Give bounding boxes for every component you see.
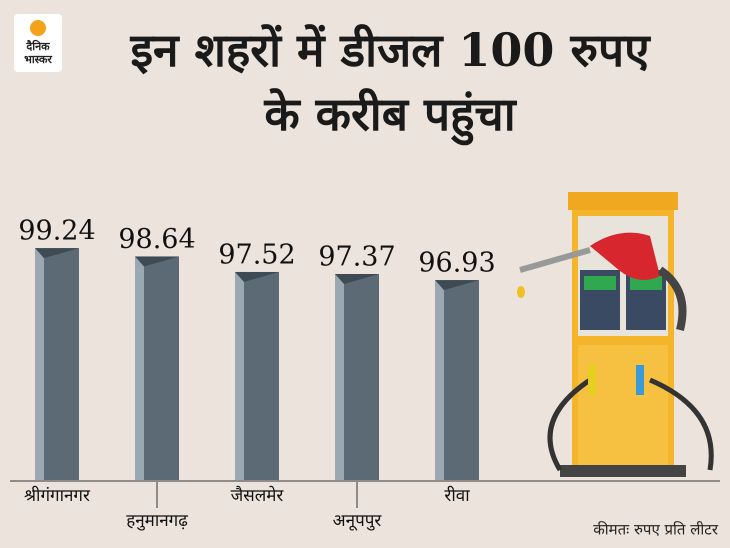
logo: दैनिक भास्कर — [14, 14, 62, 72]
bar-side — [335, 274, 344, 480]
bar-top — [235, 271, 279, 282]
x-tick-label: श्रीगंगानगर — [24, 485, 91, 506]
bar-top — [435, 280, 479, 291]
value-label: 97.37 — [318, 242, 395, 273]
bar-top — [335, 274, 379, 285]
fuel-pump — [517, 192, 714, 477]
bar-top — [35, 248, 79, 259]
value-label: 98.64 — [118, 224, 195, 255]
value-label: 97.52 — [218, 239, 295, 270]
bar-side — [135, 256, 144, 480]
bar-top — [135, 256, 179, 267]
bar-side — [35, 248, 44, 480]
note: कीमतः रुपए प्रति लीटर — [593, 521, 719, 539]
chart-title: इन शहरों में डीजल 100 रुपए के करीब पहुंच… — [130, 23, 650, 141]
x-tick-label: जैसलमेर — [231, 485, 285, 506]
value-label: 99.24 — [18, 216, 95, 247]
bar-side — [435, 280, 444, 480]
x-tick-label: हनुमानगढ़ — [126, 511, 188, 531]
bar-side — [235, 271, 244, 480]
x-tick-label: अनूपपुर — [333, 511, 383, 531]
x-tick-label: रीवा — [444, 485, 470, 506]
value-label: 96.93 — [418, 248, 495, 279]
